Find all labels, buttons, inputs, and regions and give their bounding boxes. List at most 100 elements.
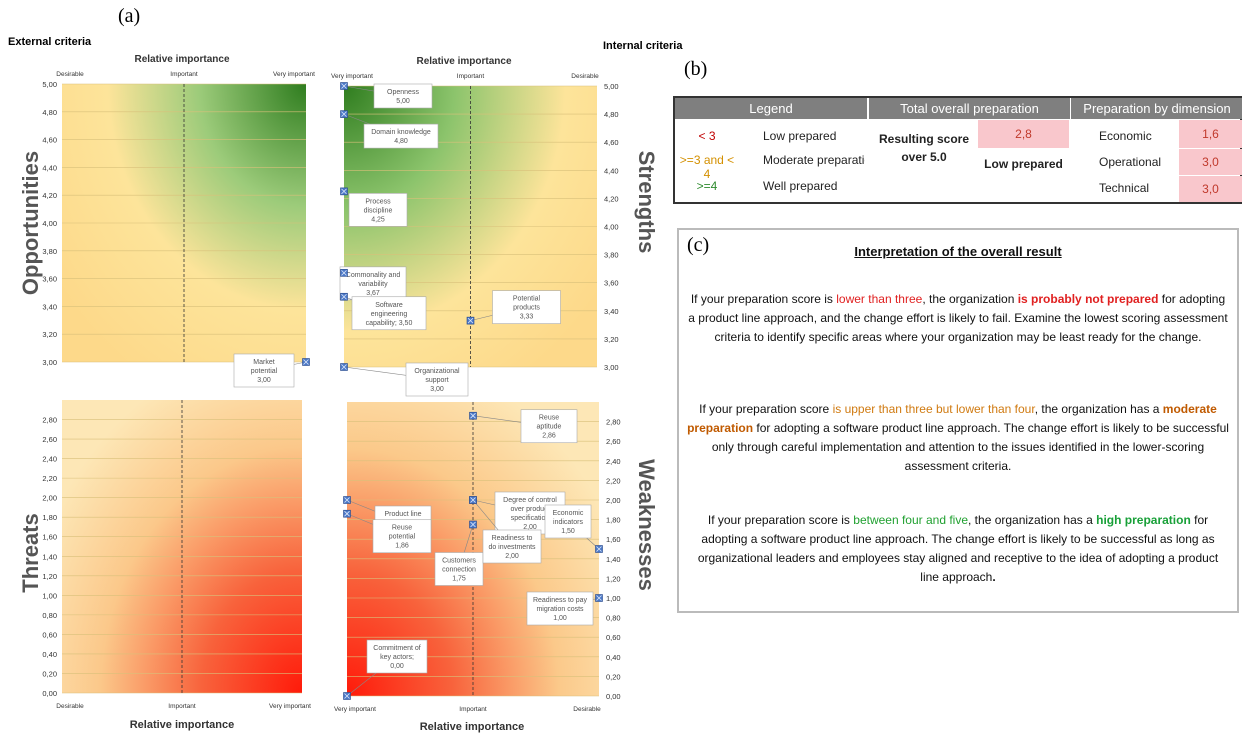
legend-label-low: Low prepared <box>763 129 837 143</box>
point-label: Readiness to pay migration costs 1,00 <box>533 597 588 622</box>
threats-bottom-axis-title: Relative importance <box>129 719 235 731</box>
x-category-label: Desirable <box>573 706 601 713</box>
y-tick-label: 0,80 <box>42 611 57 620</box>
y-tick-label: 4,60 <box>42 136 57 145</box>
y-tick-label: 2,60 <box>606 437 621 446</box>
y-tick-label: 1,00 <box>42 591 57 600</box>
x-category-label: Very important <box>334 706 376 713</box>
legend-label-moderate: Moderate preparatio <box>763 153 865 167</box>
y-tick-label: 4,80 <box>42 108 57 117</box>
y-tick-label: 0,60 <box>606 633 621 642</box>
point-label: Economic indicators 1,50 <box>553 510 584 535</box>
data-point-cross <box>344 497 350 503</box>
y-tick-label: 4,80 <box>604 110 619 119</box>
y-tick-label: 4,20 <box>604 194 619 203</box>
panel-letter-b: (b) <box>684 58 708 80</box>
y-tick-label: 3,60 <box>42 275 57 284</box>
point-label-box <box>348 193 408 227</box>
y-tick-label: 4,20 <box>42 191 57 200</box>
resulting-score-label: Resulting score over 5.0 <box>878 132 970 164</box>
external-criteria-label: External criteria <box>8 36 92 48</box>
dimension-economic-label: Economic <box>1099 129 1152 143</box>
y-tick-label: 2,20 <box>606 476 621 485</box>
legend-label-well: Well prepared <box>763 179 838 193</box>
y-tick-label: 5,00 <box>42 80 57 89</box>
dimension-technical-label: Technical <box>1099 181 1150 195</box>
y-tick-label: 1,80 <box>42 513 57 522</box>
chart-threats: 2,80 2,60 2,40 2,20 2,00 1,80 1,60 1,40 1,20 1,00… <box>42 400 311 710</box>
y-tick-label: 1,40 <box>606 555 621 564</box>
y-tick-label: 3,80 <box>42 247 57 256</box>
x-category-label: Desirable <box>571 73 599 80</box>
y-tick-label: 0,20 <box>42 669 57 678</box>
point-label: Commonality and variability 3,67 <box>346 272 401 297</box>
data-point-cross <box>341 270 347 276</box>
point-label-box <box>339 266 407 301</box>
y-tick-label: 1,00 <box>606 594 621 603</box>
interpretation-moderate: If your preparation score is upper than … <box>687 402 1229 473</box>
point-label: Domain knowledge 4,80 <box>371 129 431 145</box>
legend-range-low: < 3 <box>698 129 716 143</box>
y-tick-label: 0,20 <box>606 672 621 681</box>
overall-score-level: Low prepared <box>984 157 1063 171</box>
y-tick-label: 4,40 <box>42 163 57 172</box>
interpretation-low: If your preparation score is lower than … <box>688 292 1228 344</box>
data-point-cross <box>341 188 347 195</box>
point-label: Commitment of key actors; 0,00 <box>373 645 421 670</box>
y-tick-label: 3,00 <box>604 363 619 372</box>
x-category-label: Desirable <box>56 703 84 710</box>
point-label: Organizational support 3,00 <box>414 368 460 393</box>
point-label-box <box>492 290 561 324</box>
point-label: Reuse aptitude 2,86 <box>537 415 562 440</box>
point-label-box <box>363 123 439 149</box>
y-tick-label: 0,00 <box>42 689 57 698</box>
data-point-cross <box>467 317 474 324</box>
opp-top-axis-title: Relative importance <box>134 54 230 65</box>
internal-criteria-label: Internal criteria <box>603 40 683 52</box>
y-tick-label: 0,40 <box>606 653 621 662</box>
chart-weaknesses: 2,80 2,60 2,40 2,20 2,00 1,80 1,60 1,40 1,20 1,00… <box>334 402 621 713</box>
y-tick-label: 3,20 <box>604 335 619 344</box>
dimension-preparation-header: Preparation by dimension <box>1070 98 1242 119</box>
y-tick-label: 1,40 <box>42 552 57 561</box>
legend-range-moderate: >=3 and < 4 <box>679 153 735 181</box>
y-tick-label: 1,60 <box>606 535 621 544</box>
x-category-label: Very important <box>331 73 373 80</box>
point-label: Customers connection 1,75 <box>442 558 476 583</box>
data-point-cross <box>341 83 347 89</box>
y-tick-label: 2,40 <box>42 455 57 464</box>
y-tick-label: 2,20 <box>42 474 57 483</box>
y-tick-label: 2,40 <box>606 457 621 466</box>
data-point-cross <box>344 693 350 699</box>
x-category-label: Desirable <box>56 71 84 78</box>
y-tick-label: 2,80 <box>42 416 57 425</box>
point-label: Degree of control over product specificati… <box>503 497 557 531</box>
y-tick-label: 1,60 <box>42 533 57 542</box>
point-label: Potential products 3,33 <box>513 296 541 321</box>
dimension-technical-value: 3,0 <box>1179 176 1242 202</box>
data-point-cross <box>596 546 602 552</box>
point-label-box <box>233 353 295 388</box>
panel-letter-a: (a) <box>118 5 141 27</box>
data-point-cross <box>341 364 347 370</box>
y-tick-label: 4,60 <box>604 138 619 147</box>
y-tick-label: 2,00 <box>42 494 57 503</box>
overall-score: 2,8 <box>978 120 1069 148</box>
point-label-box <box>366 639 428 674</box>
panel-letter-c: (c) <box>687 234 710 256</box>
point-label: Reuse potential 1,86 <box>389 525 416 550</box>
y-tick-label: 3,80 <box>604 251 619 260</box>
data-point-cross <box>596 595 602 601</box>
y-tick-label: 2,80 <box>606 418 621 427</box>
chart-opportunities: 5,00 4,80 4,60 4,40 4,20 4,00 3,80 3,60 3,40 3,20… <box>42 71 315 388</box>
y-tick-label: 5,00 <box>604 82 619 91</box>
dimension-economic-value: 1,6 <box>1179 120 1242 148</box>
y-tick-label: 3,60 <box>604 279 619 288</box>
y-tick-label: 1,20 <box>42 572 57 581</box>
point-label-box <box>373 83 433 109</box>
y-tick-label: 0,60 <box>42 630 57 639</box>
y-tick-label: 0,40 <box>42 650 57 659</box>
data-point-cross <box>470 497 476 503</box>
data-point-cross <box>341 111 347 117</box>
point-label-box <box>544 504 592 539</box>
